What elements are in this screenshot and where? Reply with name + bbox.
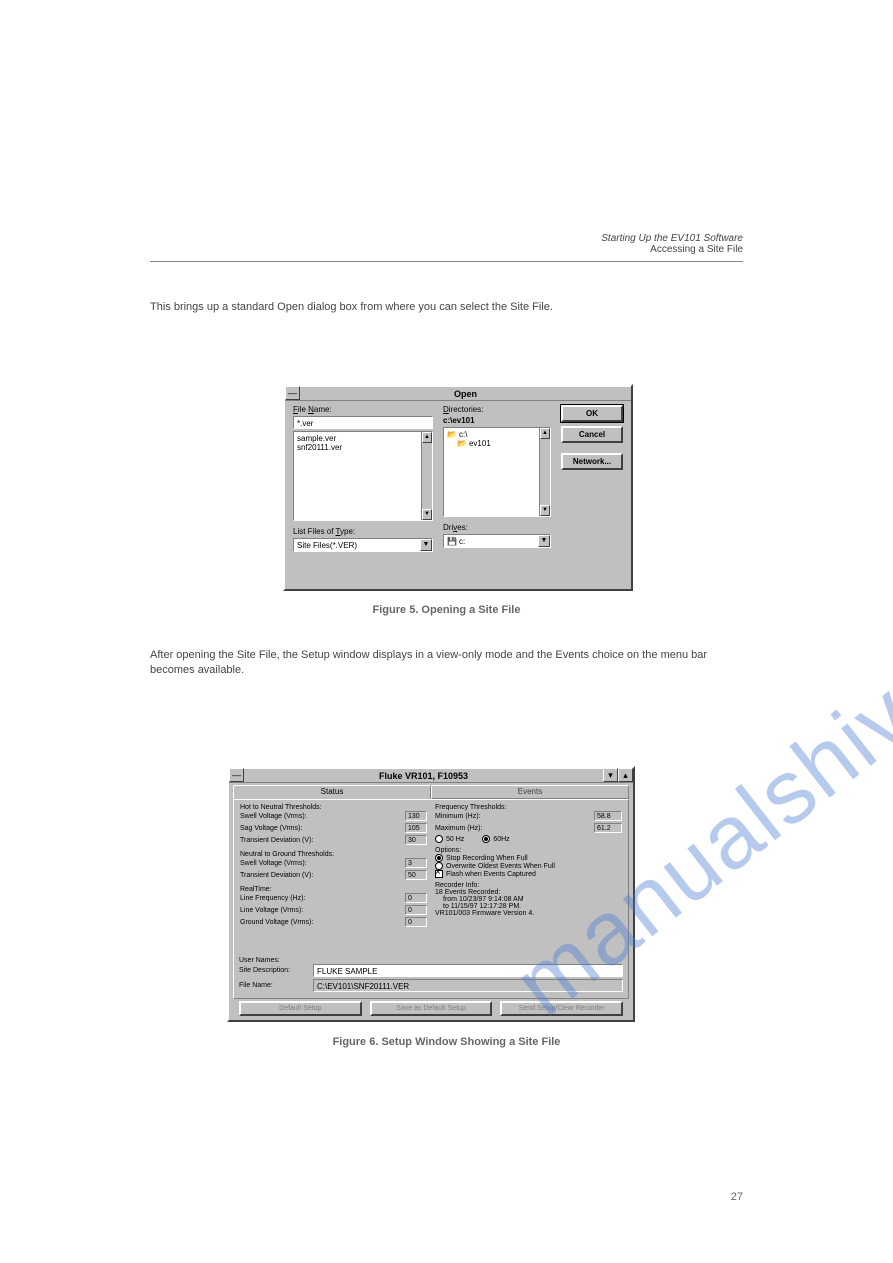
recorder-info-heading: Recorder Info:	[435, 882, 622, 889]
radio-60hz[interactable]	[482, 835, 490, 843]
rt-groundv-value: 0	[405, 917, 427, 927]
rt-linev-value: 0	[405, 905, 427, 915]
opt-flash: Flash when Events Captured	[446, 871, 536, 878]
swell-value: 130	[405, 811, 427, 821]
current-dir: c:\ev101	[443, 416, 551, 425]
hz50-label: 50 Hz	[446, 836, 464, 843]
save-default-button: Save as Default Setup	[370, 1001, 493, 1016]
filename-label: File Name:	[293, 405, 433, 414]
status-dialog: — Fluke VR101, F10953 ▾ ▴ Status Events …	[227, 766, 635, 1022]
default-setup-button: Default Setup	[239, 1001, 362, 1016]
hz60-label: 60Hz	[493, 836, 509, 843]
open-dialog-title: Open	[300, 386, 631, 400]
hot-neutral-heading: Hot to Neutral Thresholds:	[240, 804, 427, 811]
dropdown-icon[interactable]: ▼	[538, 535, 550, 547]
tab-status[interactable]: Status	[233, 785, 431, 799]
site-desc-label: Site Description:	[239, 967, 309, 974]
drives-value: c:	[444, 535, 538, 547]
ng-transient-label: Transient Deviation (V):	[240, 872, 313, 879]
site-desc-value[interactable]: FLUKE SAMPLE	[313, 964, 623, 977]
opt-overwrite: Overwrite Oldest Events When Full	[446, 863, 555, 870]
figure6-caption: Figure 6. Setup Window Showing a Site Fi…	[150, 1035, 743, 1050]
scroll-up-icon[interactable]: ▲	[422, 432, 432, 443]
freq-thresh-heading: Frequency Thresholds:	[435, 804, 622, 811]
list-item[interactable]: snf20111.ver	[297, 443, 429, 452]
user-names-heading: User Names:	[239, 957, 623, 964]
header-line1: Starting Up the EV101 Software	[150, 233, 743, 244]
page-header: Starting Up the EV101 Software Accessing…	[150, 233, 743, 262]
list-type-value: Site Files(*.VER)	[294, 539, 420, 551]
scrollbar[interactable]: ▲ ▼	[421, 432, 432, 520]
drives-label: Drives:	[443, 523, 551, 532]
sag-value: 105	[405, 823, 427, 833]
recinfo-line4: VR101/003 Firmware Version 4.	[435, 910, 622, 917]
radio-50hz[interactable]	[435, 835, 443, 843]
freq-max-label: Maximum (Hz):	[435, 825, 482, 832]
rt-freq-label: Line Frequency (Hz):	[240, 895, 305, 902]
ng-transient-value: 50	[405, 870, 427, 880]
list-type-label: List Files of Type:	[293, 527, 433, 536]
mid-paragraph: After opening the Site File, the Setup w…	[150, 648, 743, 679]
rt-freq-value: 0	[405, 893, 427, 903]
recinfo-line3: to 11/15/97 12:17:28 PM.	[435, 903, 622, 910]
status-dialog-title: Fluke VR101, F10953	[244, 768, 603, 782]
opt-stop: Stop Recording When Full	[446, 855, 528, 862]
list-item[interactable]: sample.ver	[297, 434, 429, 443]
tree-item[interactable]: c:\	[447, 430, 547, 439]
swell-label: Swell Voltage (Vrms):	[240, 813, 307, 820]
scroll-up-icon[interactable]: ▲	[540, 428, 550, 439]
ok-button[interactable]: OK	[561, 405, 623, 422]
file-list[interactable]: sample.ver snf20111.ver ▲ ▼	[293, 431, 433, 521]
header-line2: Accessing a Site File	[150, 244, 743, 255]
rt-groundv-label: Ground Voltage (Vrms):	[240, 919, 313, 926]
freq-max-value: 61.2	[594, 823, 622, 833]
neutral-ground-heading: Neutral to Ground Thresholds:	[240, 851, 427, 858]
radio-stop[interactable]	[435, 854, 443, 862]
freq-min-value: 58.8	[594, 811, 622, 821]
check-flash[interactable]	[435, 870, 443, 878]
system-menu-icon[interactable]: —	[285, 386, 300, 400]
dropdown-icon[interactable]: ▼	[420, 539, 432, 551]
recinfo-line2: from 10/23/97 9:14:08 AM	[435, 896, 622, 903]
filename-input[interactable]: *.ver	[293, 416, 433, 429]
figure5-caption: Figure 5. Opening a Site File	[150, 603, 743, 618]
rt-linev-label: Line Voltage (Vrms):	[240, 907, 303, 914]
options-heading: Options:	[435, 847, 622, 854]
system-menu-icon[interactable]: —	[229, 768, 244, 782]
minimize-icon[interactable]: ▾	[603, 768, 618, 782]
freq-min-label: Minimum (Hz):	[435, 813, 481, 820]
transient-label: Transient Deviation (V):	[240, 837, 313, 844]
filename-label: File Name:	[239, 982, 309, 989]
filename-value: C:\EV101\SNF20111.VER	[313, 979, 623, 992]
ng-swell-value: 3	[405, 858, 427, 868]
tab-events[interactable]: Events	[431, 785, 629, 799]
scroll-down-icon[interactable]: ▼	[422, 509, 432, 520]
tree-item[interactable]: ev101	[447, 439, 547, 448]
open-dialog: — Open File Name: *.ver sample.ver snf20…	[283, 384, 633, 591]
realtime-heading: RealTime:	[240, 886, 427, 893]
send-setup-button: Send Setup/Clear Recorder	[500, 1001, 623, 1016]
directories-label: Directories:	[443, 405, 551, 414]
cancel-button[interactable]: Cancel	[561, 426, 623, 443]
scroll-down-icon[interactable]: ▼	[540, 505, 550, 516]
maximize-icon[interactable]: ▴	[618, 768, 633, 782]
scrollbar[interactable]: ▲ ▼	[539, 428, 550, 516]
sag-label: Sag Voltage (Vrms):	[240, 825, 302, 832]
page-number: 27	[731, 1191, 743, 1203]
directory-tree[interactable]: c:\ ev101 ▲ ▼	[443, 427, 551, 517]
network-button[interactable]: Network...	[561, 453, 623, 470]
drives-combo[interactable]: c: ▼	[443, 534, 551, 548]
intro-paragraph: This brings up a standard Open dialog bo…	[150, 300, 743, 315]
list-type-combo[interactable]: Site Files(*.VER) ▼	[293, 538, 433, 552]
recinfo-line1: 18 Events Recorded:	[435, 889, 622, 896]
ng-swell-label: Swell Voltage (Vrms):	[240, 860, 307, 867]
transient-value: 30	[405, 835, 427, 845]
